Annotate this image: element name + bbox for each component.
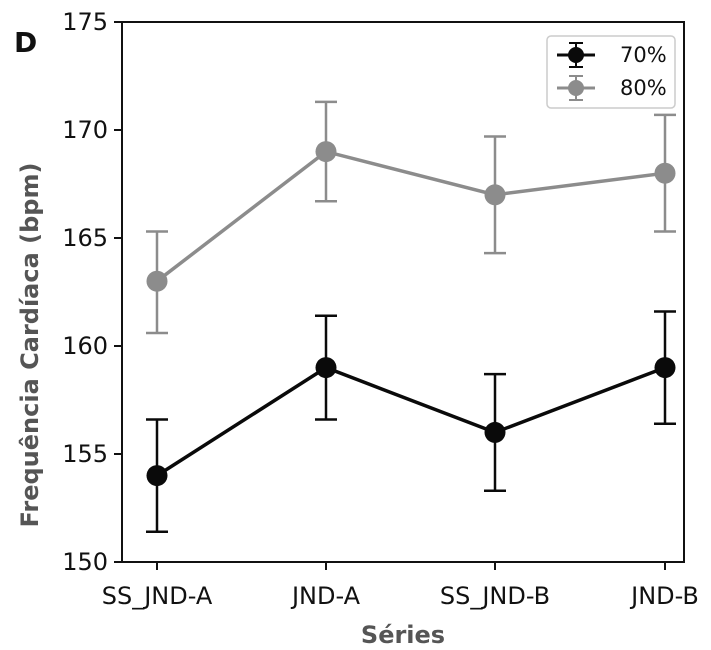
data-point <box>654 162 676 184</box>
data-point <box>484 421 506 443</box>
panel-label: D <box>14 26 37 59</box>
data-point <box>146 270 168 292</box>
legend: 70%80% <box>546 35 676 109</box>
data-point <box>484 184 506 206</box>
x-axis: SS_JND-A JND-A SS_JND-B JND-B <box>102 562 699 610</box>
y-tick-label: 155 <box>62 440 108 468</box>
data-point <box>315 357 337 379</box>
x-tick-label: JND-A <box>290 582 361 610</box>
x-tick-label: SS_JND-B <box>440 582 550 610</box>
plot-frame <box>121 21 685 563</box>
y-tick-label: 165 <box>62 224 108 252</box>
legend-label: 70% <box>620 43 667 67</box>
x-axis-label: Séries <box>361 621 445 649</box>
y-tick-label: 160 <box>62 332 108 360</box>
y-tick-label: 170 <box>62 116 108 144</box>
legend-marker <box>568 47 584 63</box>
series-line <box>156 365 666 478</box>
series-line <box>155 149 666 283</box>
data-point <box>315 141 337 163</box>
data-point <box>654 357 676 379</box>
x-tick-label: SS_JND-A <box>102 582 213 610</box>
y-tick-label: 150 <box>62 548 108 576</box>
legend-marker <box>568 80 584 96</box>
data-point <box>146 465 168 487</box>
y-axis: 150 155 160 165 170 175 <box>62 8 122 576</box>
y-tick-label: 175 <box>62 8 108 36</box>
y-axis-label: Frequência Cardíaca (bpm) <box>16 163 44 528</box>
x-tick-label: JND-B <box>629 582 699 610</box>
legend-label: 80% <box>620 76 667 100</box>
plot-marks <box>146 100 676 534</box>
